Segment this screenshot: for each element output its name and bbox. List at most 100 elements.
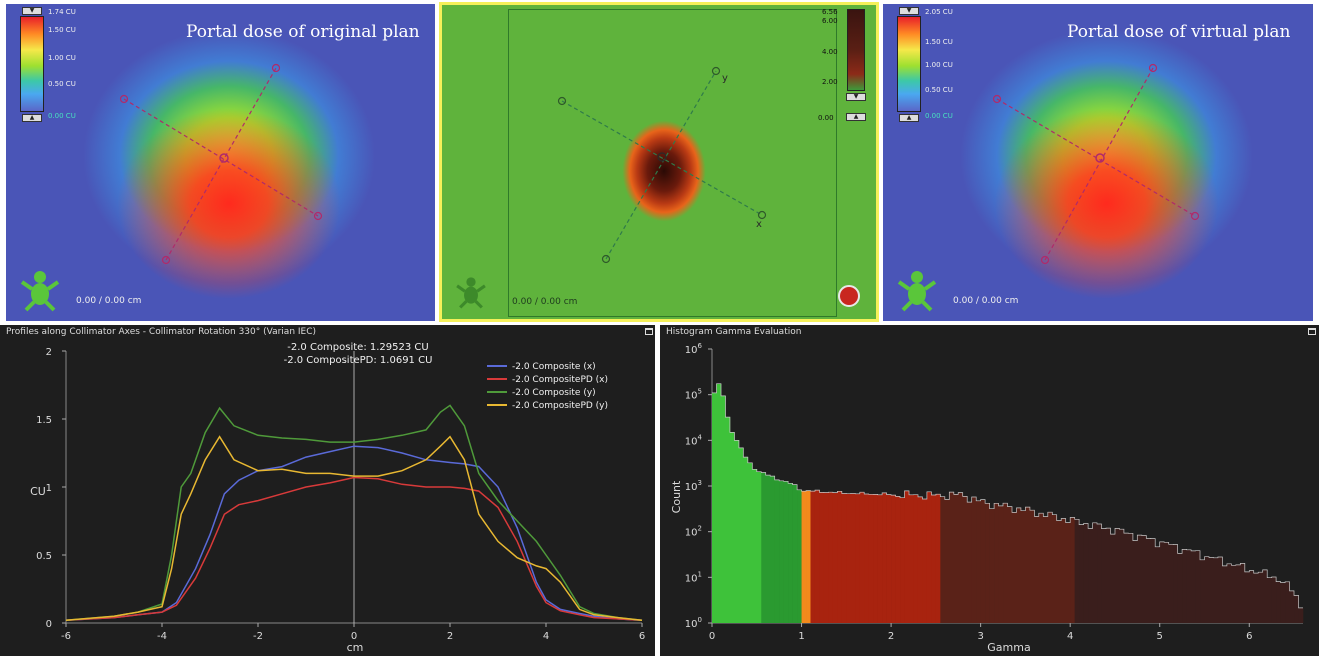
histogram-outline <box>712 383 1303 609</box>
histogram-bar <box>814 490 820 623</box>
cursor-readout-compositepd: -2.0 CompositePD: 1.0691 CU <box>284 355 433 366</box>
histogram-bar <box>779 480 784 623</box>
histogram-bar <box>1168 544 1174 623</box>
histogram-bar <box>1074 519 1080 623</box>
cursor-coordinates: 0.00 / 0.00 cm <box>76 296 142 306</box>
histogram-bar <box>720 395 726 623</box>
histogram-x-axis-label: Gamma <box>987 641 1030 654</box>
x-tick-label: 0 <box>709 631 715 642</box>
cursor-readout-composite: -2.0 Composite: 1.29523 CU <box>287 342 428 353</box>
histogram-bar <box>873 494 878 623</box>
histogram-bar <box>904 490 910 623</box>
gamma-scale-down-button[interactable]: ▼ <box>846 93 866 101</box>
histogram-bar <box>806 490 811 623</box>
y-tick-label: 2 <box>46 347 52 358</box>
histogram-bar <box>913 494 919 623</box>
virtual-plan-title: Portal dose of virtual plan <box>1067 22 1291 42</box>
gamma-cursor-coordinates: 0.00 / 0.00 cm <box>512 297 578 307</box>
histogram-bar <box>729 432 735 623</box>
histogram-bar <box>985 503 990 623</box>
histogram-bar <box>1056 520 1062 623</box>
x-tick-label: -4 <box>157 631 167 642</box>
gamma-scale-label-4: 4.00 <box>822 48 838 56</box>
scale-down-button[interactable]: ▲ <box>899 114 919 122</box>
histogram-bar <box>868 494 874 623</box>
scale-label-min: 0.00 CU <box>925 112 953 120</box>
gamma-map-image[interactable]: y x ▼ ▲ 6.56 6.00 4.00 2.00 0.00 0.00 / … <box>439 2 879 322</box>
scale-label-150: 1.50 CU <box>925 38 953 46</box>
x-tick-label: -2 <box>253 631 263 642</box>
histogram-bar <box>819 492 825 623</box>
patient-orientation-icon <box>897 271 937 312</box>
histogram-bar <box>1132 540 1138 623</box>
collimator-axes-overlay <box>992 63 1200 265</box>
scale-up-button[interactable]: ▼ <box>899 7 919 15</box>
stop-hand-icon[interactable] <box>838 285 860 307</box>
histogram-bar <box>917 496 923 623</box>
profile-series-line-1 <box>65 476 643 622</box>
histogram-bar <box>971 496 977 623</box>
histogram-bar <box>1137 535 1143 623</box>
histogram-bar <box>976 500 981 623</box>
legend-label-1: -2.0 CompositePD (x) <box>512 375 608 385</box>
x-tick-label: 2 <box>447 631 453 642</box>
x-tick-label: 0 <box>351 631 357 642</box>
histogram-bar <box>1083 523 1089 623</box>
histogram-bar <box>855 493 861 623</box>
histogram-bar <box>1146 538 1152 623</box>
x-tick-label: 4 <box>1067 631 1073 642</box>
histogram-bar <box>882 492 887 623</box>
legend-label-0: -2.0 Composite (x) <box>512 362 596 372</box>
histogram-bar <box>1191 550 1196 623</box>
histogram-bar <box>1020 510 1026 623</box>
histogram-bar <box>1271 577 1277 623</box>
gamma-histogram-panel: Histogram Gamma Evaluation 0 1 2 3 4 5 6 100 101… <box>660 325 1319 656</box>
histogram-bar <box>1222 565 1228 623</box>
scale-label-max: 2.05 CU <box>925 8 953 16</box>
histogram-bar <box>1128 533 1134 623</box>
dose-color-scale <box>20 16 44 112</box>
histogram-bar <box>828 492 834 623</box>
y-tick-label: 102 <box>685 525 702 539</box>
scale-up-button[interactable]: ▼ <box>22 7 42 15</box>
histogram-bar <box>953 494 959 623</box>
histogram-bar <box>1298 607 1304 623</box>
profile-series-line-3 <box>65 435 643 622</box>
original-plan-dose-image[interactable]: ▼ ▲ 1.74 CU 1.50 CU 1.00 CU 0.50 CU 0.00… <box>6 4 435 321</box>
histogram-bar <box>1141 535 1147 623</box>
profile-y-axis-label: CU <box>30 485 46 498</box>
scale-down-button[interactable]: ▲ <box>22 114 42 122</box>
histogram-bar <box>1003 503 1008 623</box>
histogram-bar <box>1016 507 1022 623</box>
y-tick-label: 105 <box>685 388 702 402</box>
histogram-bar <box>949 492 955 623</box>
histogram-bar <box>1123 533 1129 623</box>
histogram-bar <box>1276 581 1281 623</box>
gamma-scale-up-button[interactable]: ▲ <box>846 113 866 121</box>
profile-series-line-2 <box>65 404 643 622</box>
histogram-bar <box>743 457 749 623</box>
gamma-histogram-chart[interactable]: 0 1 2 3 4 5 6 100 101 102 103 104 105 106 Count Gamma <box>660 337 1319 656</box>
legend-label-2: -2.0 Composite (y) <box>512 388 596 398</box>
histogram-bar <box>922 499 928 623</box>
histogram-bar <box>1114 528 1120 623</box>
histogram-bar <box>770 476 775 623</box>
scale-label-min: 0.00 CU <box>48 112 76 120</box>
histogram-panel-title: Histogram Gamma Evaluation <box>666 327 802 337</box>
virtual-plan-dose-image[interactable]: ▼ ▲ 2.05 CU 1.50 CU 1.00 CU 0.50 CU 0.00… <box>883 4 1313 321</box>
maximize-icon[interactable] <box>1308 328 1316 335</box>
x-tick-label: 1 <box>798 631 804 642</box>
histogram-bar <box>837 491 843 623</box>
histogram-bar <box>810 491 816 623</box>
histogram-bar <box>1097 523 1102 623</box>
histogram-bar <box>859 492 865 623</box>
profile-chart[interactable]: -6 -4 -2 0 2 4 6 0 0.5 1 1.5 2 CU cm -2.0 Composite… <box>0 337 655 656</box>
histogram-bar <box>1289 590 1295 623</box>
histogram-bar <box>788 483 793 623</box>
histogram-bar <box>1253 573 1259 623</box>
histogram-bar <box>1195 550 1201 623</box>
x-tick-label: 3 <box>977 631 983 642</box>
histogram-bar <box>994 503 999 623</box>
maximize-icon[interactable] <box>645 328 653 335</box>
legend-label-3: -2.0 CompositePD (y) <box>512 401 608 411</box>
